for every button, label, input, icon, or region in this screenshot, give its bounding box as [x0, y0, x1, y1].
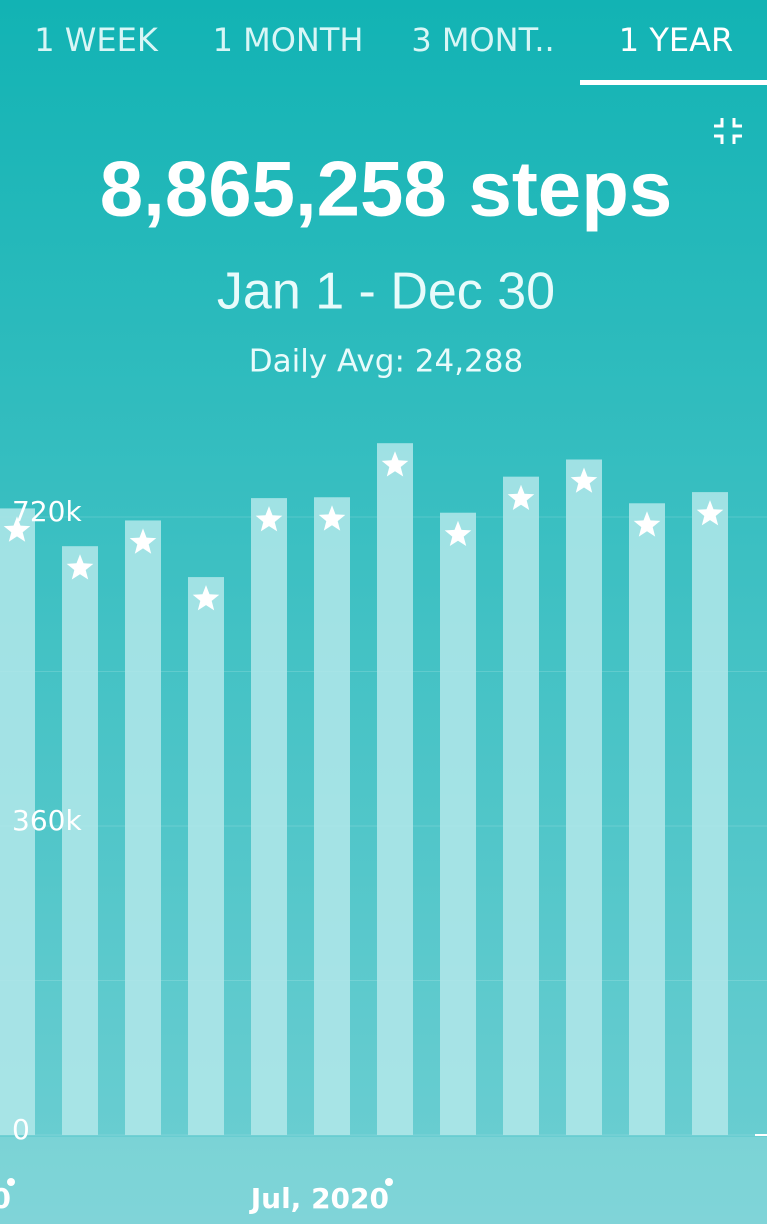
tab[interactable]: 1 MONTH	[213, 21, 364, 59]
goal-star	[633, 511, 661, 537]
tab-bar: 1 WEEK 1 MONTH 3 MONT.. 1 YEAR	[34, 21, 733, 59]
total-steps: 8,865,258 steps	[100, 145, 672, 233]
bar	[188, 577, 224, 1135]
goal-star	[570, 467, 598, 493]
goal-star	[444, 520, 472, 546]
goal-star	[192, 585, 220, 611]
goal-star	[66, 554, 94, 580]
bar	[629, 503, 665, 1135]
bar	[251, 498, 287, 1135]
tab-underline	[580, 80, 767, 85]
date-range: Jan 1 - Dec 30	[217, 263, 555, 321]
goal-star	[507, 484, 535, 510]
tab[interactable]: 3 MONT..	[411, 21, 554, 59]
goal-star	[255, 506, 283, 532]
goal-star	[318, 505, 346, 531]
goal-star	[696, 500, 724, 526]
x-tick-label: Jan, 2020	[0, 1182, 11, 1215]
x-axis-band	[0, 1137, 767, 1224]
goal-star	[381, 451, 409, 477]
daily-average: Daily Avg: 24,288	[249, 344, 523, 380]
bar	[0, 508, 35, 1136]
bar	[314, 497, 350, 1136]
bar	[692, 492, 728, 1135]
y-tick-label: 360k	[12, 804, 82, 837]
x-tick-label: Jul, 2020	[249, 1182, 389, 1215]
bar	[377, 443, 413, 1135]
goal-star	[3, 516, 31, 542]
goal-star	[129, 528, 157, 554]
bar	[503, 476, 539, 1135]
bar	[125, 520, 161, 1135]
collapse-icon[interactable]	[714, 118, 742, 144]
plot: Jan, 2020 Jul, 2020 0 360k 720k	[0, 443, 767, 1215]
bar	[566, 459, 602, 1135]
tab[interactable]: 1 YEAR	[619, 21, 733, 59]
x-tick-dot	[7, 1178, 15, 1186]
tab[interactable]: 1 WEEK	[34, 21, 159, 59]
y-tick-label: 0	[12, 1113, 30, 1146]
y-tick-label: 720k	[12, 495, 82, 528]
bar	[62, 546, 98, 1135]
x-tick-dot	[385, 1178, 393, 1186]
bar	[440, 512, 476, 1135]
